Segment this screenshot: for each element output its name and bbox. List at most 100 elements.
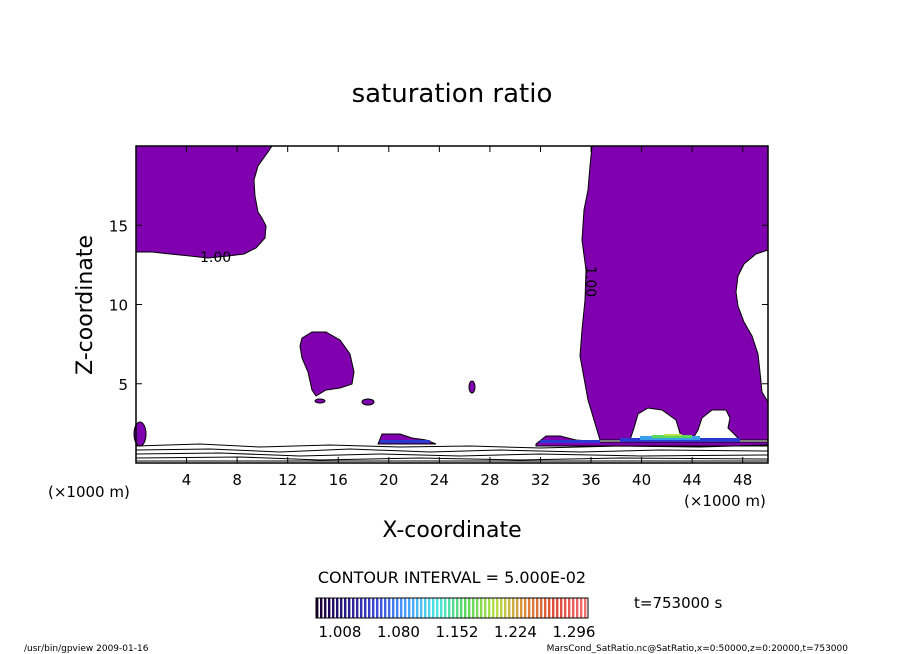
- colorbar-cell: [548, 598, 551, 618]
- colorbar-cell: [316, 598, 319, 618]
- colorbar-cell: [364, 598, 367, 618]
- colorbar-cell: [340, 598, 343, 618]
- colorbar-cell: [392, 598, 395, 618]
- colorbar: [315, 597, 589, 619]
- contour-interval-label: CONTOUR INTERVAL = 5.000E-02: [318, 568, 586, 587]
- colorbar-cell: [324, 598, 327, 618]
- colorbar-tick-label: 1.224: [494, 623, 537, 641]
- colorbar-cell: [524, 598, 527, 618]
- colorbar-cell: [584, 598, 587, 618]
- colorbar-tick-label: 1.296: [553, 623, 596, 641]
- colorbar-cell: [360, 598, 363, 618]
- colorbar-cell: [448, 598, 451, 618]
- colorbar-cell: [560, 598, 563, 618]
- colorbar-cell: [572, 598, 575, 618]
- colorbar-cell: [328, 598, 331, 618]
- colorbar-cell: [552, 598, 555, 618]
- colorbar-cell: [388, 598, 391, 618]
- colorbar-cell: [400, 598, 403, 618]
- contour-fill-small-blob: [361, 398, 375, 406]
- colorbar-cell: [412, 598, 415, 618]
- colorbar-cell: [380, 598, 383, 618]
- time-label: t=753000 s: [634, 594, 722, 612]
- colorbar-cell: [344, 598, 347, 618]
- colorbar-cell: [396, 598, 399, 618]
- x-tick-label: 32: [531, 471, 550, 489]
- colorbar-cell: [376, 598, 379, 618]
- colorbar-cell: [496, 598, 499, 618]
- x-axis-unit-right: (×1000 m): [684, 492, 766, 510]
- colorbar-cell: [476, 598, 479, 618]
- plot-area: 1.00 1.00: [133, 145, 769, 464]
- contour-fill-small-blob: [314, 398, 326, 404]
- x-tick-label: 28: [480, 471, 499, 489]
- colorbar-cell: [404, 598, 407, 618]
- colorbar-cell: [512, 598, 515, 618]
- x-tick-label: 44: [683, 471, 702, 489]
- colorbar-tick-label: 1.008: [319, 623, 362, 641]
- footer-left: /usr/bin/gpview 2009-01-16: [24, 644, 149, 654]
- colorbar-cell: [544, 598, 547, 618]
- colorbar-cell: [460, 598, 463, 618]
- colorbar-cell: [384, 598, 387, 618]
- colorbar-tick-label: 1.152: [436, 623, 479, 641]
- colorbar-frame: [315, 597, 589, 619]
- x-tick-label: 48: [733, 471, 752, 489]
- x-tick-label: 16: [329, 471, 348, 489]
- high-saturation-spots: [380, 434, 740, 443]
- contour-fill-region-mid-blob: [299, 331, 355, 397]
- colorbar-cell: [352, 598, 355, 618]
- colorbar-cell: [424, 598, 427, 618]
- x-tick-label: 40: [632, 471, 651, 489]
- colorbar-cell: [408, 598, 411, 618]
- x-axis-label: X-coordinate: [382, 518, 521, 543]
- x-axis-unit-left: (×1000 m): [48, 483, 130, 501]
- colorbar-cell: [432, 598, 435, 618]
- colorbar-cell: [440, 598, 443, 618]
- colorbar-cell: [532, 598, 535, 618]
- colorbar-cell: [508, 598, 511, 618]
- colorbar-cell: [488, 598, 491, 618]
- colorbar-cell: [336, 598, 339, 618]
- y-axis-ticks: 5 10 15: [109, 217, 768, 394]
- colorbar-cell: [472, 598, 475, 618]
- colorbar-cell: [556, 598, 559, 618]
- colorbar-cell: [356, 598, 359, 618]
- colorbar-cell: [484, 598, 487, 618]
- contour-label: 1.00: [582, 266, 598, 297]
- y-tick-label: 10: [109, 297, 128, 315]
- surface-contour-lines: [135, 443, 769, 462]
- y-tick-label: 15: [109, 217, 128, 235]
- colorbar-cell: [348, 598, 351, 618]
- colorbar-cell: [564, 598, 567, 618]
- colorbar-cell: [436, 598, 439, 618]
- colorbar-cell: [580, 598, 583, 618]
- colorbar-tick-label: 1.080: [377, 623, 420, 641]
- colorbar-cell: [456, 598, 459, 618]
- chart-title: saturation ratio: [352, 79, 553, 109]
- colorbar-cell: [480, 598, 483, 618]
- colorbar-cell: [368, 598, 371, 618]
- colorbar-cell: [420, 598, 423, 618]
- contour-fill-region-right: [579, 145, 769, 441]
- x-tick-label: 36: [581, 471, 600, 489]
- colorbar-cell: [428, 598, 431, 618]
- contour-fill-region-upper-left: [135, 145, 273, 259]
- colorbar-cell: [540, 598, 543, 618]
- x-tick-label: 24: [430, 471, 449, 489]
- contour-fill-small-blob: [468, 380, 476, 394]
- colorbar-cell: [492, 598, 495, 618]
- colorbar-cell: [520, 598, 523, 618]
- contour-label: 1.00: [200, 250, 231, 266]
- colorbar-cell: [320, 598, 323, 618]
- colorbar-cell: [500, 598, 503, 618]
- colorbar-cell: [452, 598, 455, 618]
- colorbar-cell: [468, 598, 471, 618]
- x-tick-label: 12: [278, 471, 297, 489]
- colorbar-cell: [464, 598, 467, 618]
- x-tick-label: 8: [232, 471, 242, 489]
- x-axis-ticks: 4 8 12 16 20 24 28 32 36 40 44 48: [182, 146, 752, 489]
- colorbar-cell: [416, 598, 419, 618]
- x-tick-label: 4: [182, 471, 192, 489]
